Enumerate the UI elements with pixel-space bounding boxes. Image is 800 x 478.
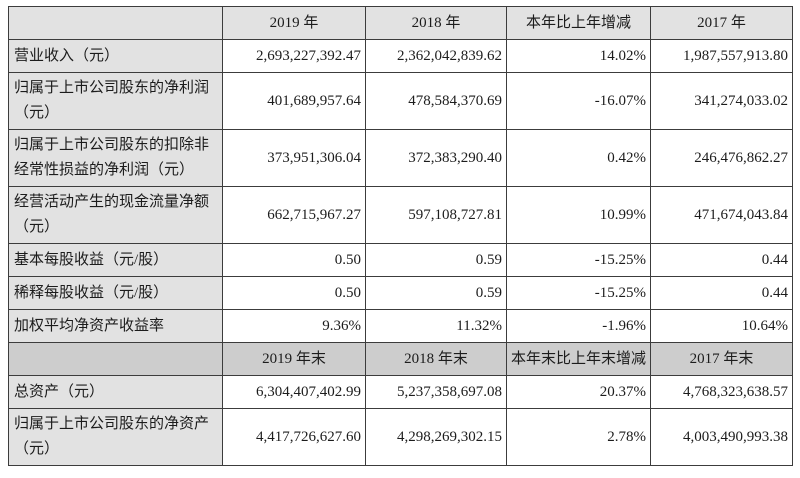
value-cell: 0.42%: [506, 129, 651, 187]
row-label-cell: 营业收入（元）: [8, 39, 223, 73]
value-cell: 4,768,323,638.57: [650, 375, 793, 409]
row-label-cell: 归属于上市公司股东的扣除非经常性损益的净利润（元）: [8, 129, 223, 187]
value-cell: 0.50: [222, 276, 366, 310]
value-cell: 5,237,358,697.08: [365, 375, 507, 409]
row-label-cell: 加权平均净资产收益率: [8, 309, 223, 343]
value-cell: 0.44: [650, 276, 793, 310]
value-cell: 2.78%: [506, 408, 651, 466]
value-cell: 10.64%: [650, 309, 793, 343]
table-row: 归属于上市公司股东的扣除非经常性损益的净利润（元） 373,951,306.04 3…: [8, 129, 793, 187]
corner-cell: [8, 6, 223, 40]
value-cell: 341,274,033.02: [650, 72, 793, 130]
value-cell: 373,951,306.04: [222, 129, 366, 187]
value-cell: 0.44: [650, 243, 793, 277]
value-cell: 1,987,557,913.80: [650, 39, 793, 73]
value-cell: -15.25%: [506, 276, 651, 310]
value-cell: 0.50: [222, 243, 366, 277]
column-header-cell: 本年末比上年末增减: [506, 342, 651, 376]
value-cell: 471,674,043.84: [650, 186, 793, 244]
column-header-cell: 2018 年: [365, 6, 507, 40]
value-cell: 0.59: [365, 276, 507, 310]
financial-summary-table: 2019 年 2018 年本年比上年增减 2017 年营业收入（元） 2,693,22…: [8, 6, 793, 466]
value-cell: 246,476,862.27: [650, 129, 793, 187]
value-cell: -15.25%: [506, 243, 651, 277]
value-cell: 10.99%: [506, 186, 651, 244]
value-cell: 0.59: [365, 243, 507, 277]
column-header-cell: 2017 年末: [650, 342, 793, 376]
table-row: 稀释每股收益（元/股） 0.50 0.59 -15.25% 0.44: [8, 276, 793, 310]
financial-summary-table-body: 2019 年 2018 年本年比上年增减 2017 年营业收入（元） 2,693,22…: [8, 6, 793, 466]
column-header-cell: 本年比上年增减: [506, 6, 651, 40]
table-row: 营业收入（元） 2,693,227,392.47 2,362,042,839.62 1…: [8, 39, 793, 73]
value-cell: 11.32%: [365, 309, 507, 343]
column-header-cell: 2019 年末: [222, 342, 366, 376]
table-row: 总资产（元） 6,304,407,402.99 5,237,358,697.08 20…: [8, 375, 793, 409]
year-header-row: 2019 年 2018 年本年比上年增减 2017 年: [8, 6, 793, 40]
table-row: 基本每股收益（元/股） 0.50 0.59 -15.25% 0.44: [8, 243, 793, 277]
value-cell: 9.36%: [222, 309, 366, 343]
column-header-cell: 2019 年: [222, 6, 366, 40]
value-cell: -16.07%: [506, 72, 651, 130]
table-row: 经营活动产生的现金流量净额（元） 662,715,967.27 597,108,72…: [8, 186, 793, 244]
value-cell: 2,362,042,839.62: [365, 39, 507, 73]
column-header-cell: 2018 年末: [365, 342, 507, 376]
row-label-cell: 经营活动产生的现金流量净额（元）: [8, 186, 223, 244]
value-cell: 2,693,227,392.47: [222, 39, 366, 73]
table-row: 归属于上市公司股东的净资产（元） 4,417,726,627.60 4,298,26…: [8, 408, 793, 466]
row-label-cell: 归属于上市公司股东的净利润（元）: [8, 72, 223, 130]
value-cell: 478,584,370.69: [365, 72, 507, 130]
row-label-cell: 归属于上市公司股东的净资产（元）: [8, 408, 223, 466]
column-header-cell: 2017 年: [650, 6, 793, 40]
year-end-header-row: 2019 年末 2018 年末 本年末比上年末增减 2017 年末: [8, 342, 793, 376]
corner-cell: [8, 342, 223, 376]
row-label-cell: 稀释每股收益（元/股）: [8, 276, 223, 310]
value-cell: -1.96%: [506, 309, 651, 343]
value-cell: 401,689,957.64: [222, 72, 366, 130]
value-cell: 372,383,290.40: [365, 129, 507, 187]
value-cell: 597,108,727.81: [365, 186, 507, 244]
value-cell: 4,298,269,302.15: [365, 408, 507, 466]
table-row: 归属于上市公司股东的净利润（元） 401,689,957.64 478,584,37…: [8, 72, 793, 130]
row-label-cell: 总资产（元）: [8, 375, 223, 409]
value-cell: 20.37%: [506, 375, 651, 409]
value-cell: 14.02%: [506, 39, 651, 73]
value-cell: 6,304,407,402.99: [222, 375, 366, 409]
value-cell: 4,003,490,993.38: [650, 408, 793, 466]
value-cell: 4,417,726,627.60: [222, 408, 366, 466]
value-cell: 662,715,967.27: [222, 186, 366, 244]
row-label-cell: 基本每股收益（元/股）: [8, 243, 223, 277]
table-row: 加权平均净资产收益率 9.36% 11.32% -1.96% 10.64%: [8, 309, 793, 343]
